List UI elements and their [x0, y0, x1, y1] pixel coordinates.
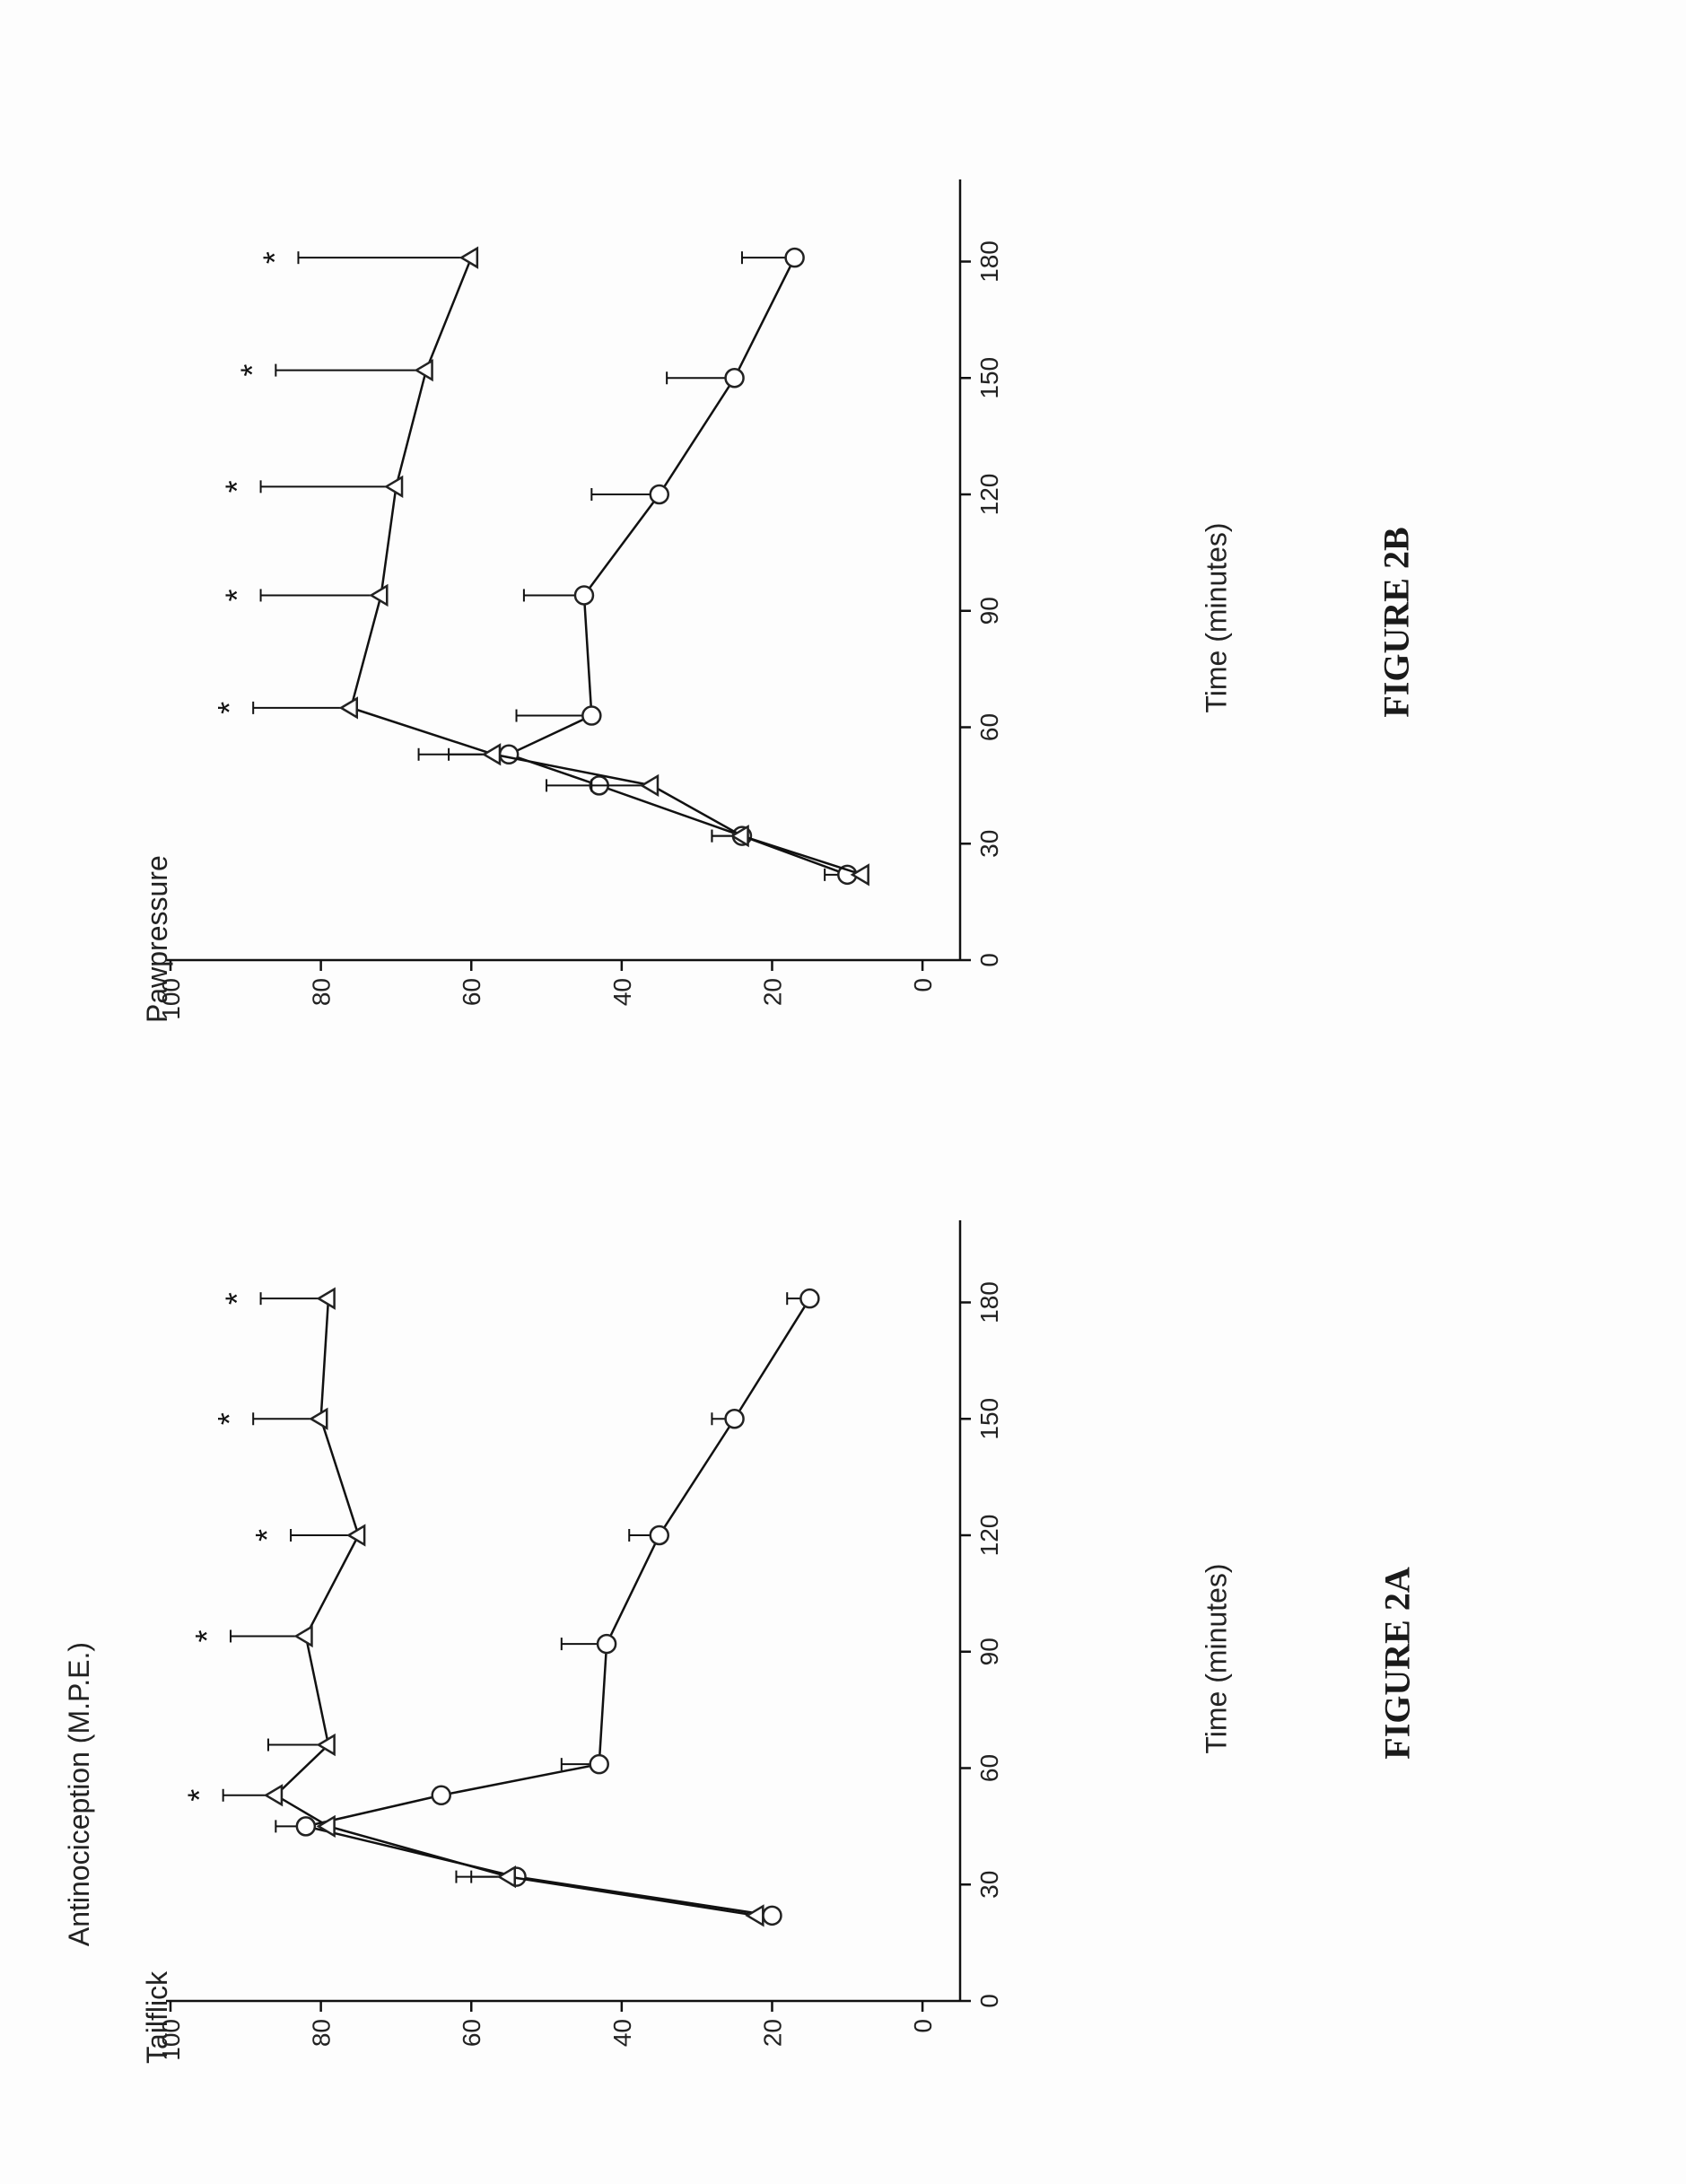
significance-star: *: [249, 1529, 285, 1542]
svg-text:90: 90: [975, 1638, 1003, 1665]
marker-triangle: [341, 698, 357, 717]
significance-star: *: [211, 1412, 248, 1425]
svg-text:20: 20: [758, 2019, 786, 2047]
svg-text:60: 60: [975, 713, 1003, 741]
significance-star: *: [233, 364, 270, 377]
marker-circle: [800, 1289, 818, 1307]
marker-triangle: [484, 745, 500, 764]
svg-text:0: 0: [909, 978, 937, 992]
marker-triangle: [747, 1906, 764, 1925]
chart-title-b: Pawpressure: [141, 855, 174, 1023]
marker-circle: [297, 1817, 315, 1835]
x-axis-label: Time (minutes): [1201, 522, 1234, 712]
marker-circle: [726, 369, 744, 387]
marker-triangle: [319, 1289, 335, 1308]
svg-text:60: 60: [458, 978, 485, 1006]
svg-text:20: 20: [758, 978, 786, 1006]
svg-text:0: 0: [909, 2019, 937, 2033]
marker-circle: [582, 707, 600, 725]
marker-triangle: [499, 1867, 515, 1886]
chart-title-a: Tailflick: [141, 1971, 174, 2064]
figure-caption-a: FIGURE 2A: [1376, 1567, 1419, 1759]
svg-text:180: 180: [975, 1281, 1003, 1324]
significance-star: *: [219, 589, 256, 601]
svg-text:80: 80: [308, 978, 336, 1006]
svg-text:30: 30: [975, 830, 1003, 858]
svg-text:40: 40: [608, 978, 636, 1006]
svg-text:30: 30: [975, 1871, 1003, 1899]
svg-text:150: 150: [975, 1398, 1003, 1440]
marker-circle: [432, 1787, 450, 1804]
marker-circle: [786, 249, 804, 266]
figure-caption-b: FIGURE 2B: [1376, 527, 1418, 717]
marker-circle: [651, 485, 668, 503]
marker-circle: [590, 1755, 608, 1773]
svg-text:0: 0: [975, 953, 1003, 967]
significance-star: *: [188, 1629, 225, 1642]
marker-circle: [651, 1526, 668, 1544]
significance-star: *: [256, 251, 293, 264]
marker-triangle: [296, 1627, 312, 1646]
significance-star: *: [211, 702, 248, 714]
marker-triangle: [266, 1786, 282, 1804]
chart-panel-a: 0204060801000306090120150180*****: [135, 1202, 1032, 2082]
x-axis-label: Time (minutes): [1201, 1563, 1234, 1753]
marker-circle: [500, 746, 518, 764]
y-axis-label: Antinociception (M.P.E.): [63, 1642, 96, 1946]
marker-circle: [763, 1907, 781, 1925]
svg-text:0: 0: [975, 1994, 1003, 2008]
marker-circle: [575, 586, 593, 604]
significance-star: *: [219, 480, 256, 493]
svg-text:60: 60: [458, 2019, 485, 2047]
svg-text:120: 120: [975, 474, 1003, 516]
svg-text:60: 60: [975, 1754, 1003, 1782]
marker-triangle: [311, 1410, 328, 1428]
svg-text:80: 80: [308, 2019, 336, 2047]
svg-text:180: 180: [975, 240, 1003, 283]
chart-panel-b: 0204060801000306090120150180*****: [135, 162, 1032, 1041]
significance-star: *: [181, 1789, 218, 1802]
marker-triangle: [319, 1817, 335, 1836]
marker-circle: [726, 1410, 744, 1428]
svg-text:120: 120: [975, 1515, 1003, 1557]
svg-text:40: 40: [608, 2019, 636, 2047]
svg-text:90: 90: [975, 597, 1003, 625]
marker-circle: [598, 1635, 616, 1653]
significance-star: *: [219, 1292, 256, 1305]
marker-triangle: [642, 776, 658, 795]
svg-text:150: 150: [975, 357, 1003, 399]
